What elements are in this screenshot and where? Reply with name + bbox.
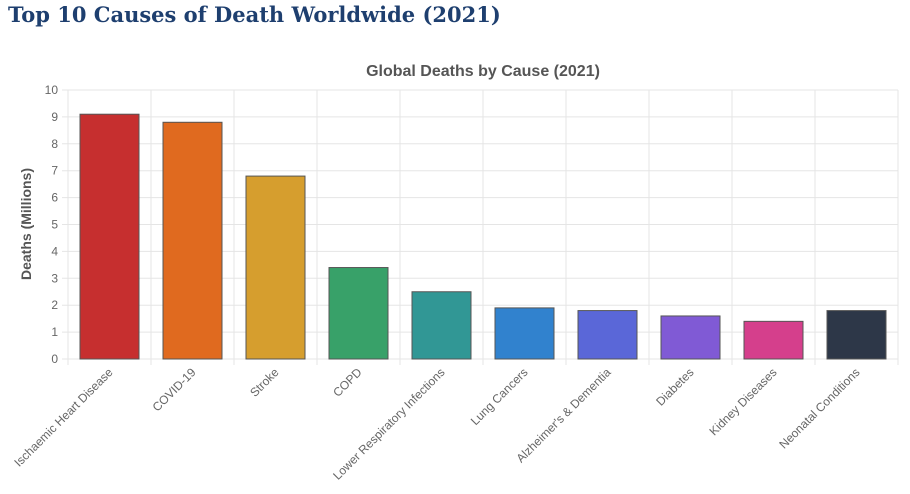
y-tick-label: 5 bbox=[51, 218, 58, 232]
y-tick-label: 0 bbox=[51, 352, 58, 366]
y-tick-label: 3 bbox=[51, 271, 58, 285]
bar bbox=[577, 310, 638, 360]
y-tick-label: 9 bbox=[51, 110, 58, 124]
x-tick-label: COPD bbox=[330, 365, 365, 400]
bar bbox=[162, 121, 223, 360]
y-tick-label: 8 bbox=[51, 137, 58, 151]
x-tick-label: Lung Cancers bbox=[468, 365, 531, 428]
y-tick-label: 7 bbox=[51, 164, 58, 178]
bar bbox=[245, 175, 306, 360]
bar bbox=[826, 310, 887, 360]
bar bbox=[743, 320, 804, 360]
page-title: Top 10 Causes of Death Worldwide (2021) bbox=[8, 2, 501, 27]
x-tick-label: Diabetes bbox=[653, 365, 696, 408]
x-tick-label: Stroke bbox=[247, 365, 282, 400]
x-tick-label: Neonatal Conditions bbox=[776, 365, 862, 451]
bar bbox=[411, 291, 472, 360]
y-tick-label: 10 bbox=[45, 83, 59, 97]
bar bbox=[660, 315, 721, 360]
x-tick-label: Ischaemic Heart Disease bbox=[11, 365, 115, 469]
y-axis-label: Deaths (Millions) bbox=[18, 168, 34, 280]
bar bbox=[79, 113, 140, 360]
bar bbox=[494, 307, 555, 360]
x-tick-label: Alzheimer's & Dementia bbox=[513, 365, 613, 465]
y-tick-label: 4 bbox=[51, 244, 58, 258]
x-tick-label: Kidney Diseases bbox=[707, 365, 780, 438]
y-tick-label: 1 bbox=[51, 325, 58, 339]
y-tick-label: 6 bbox=[51, 191, 58, 205]
chart-title: Global Deaths by Cause (2021) bbox=[366, 63, 600, 80]
bar bbox=[328, 267, 389, 360]
y-tick-label: 2 bbox=[51, 298, 58, 312]
x-tick-label: COVID-19 bbox=[150, 365, 199, 414]
